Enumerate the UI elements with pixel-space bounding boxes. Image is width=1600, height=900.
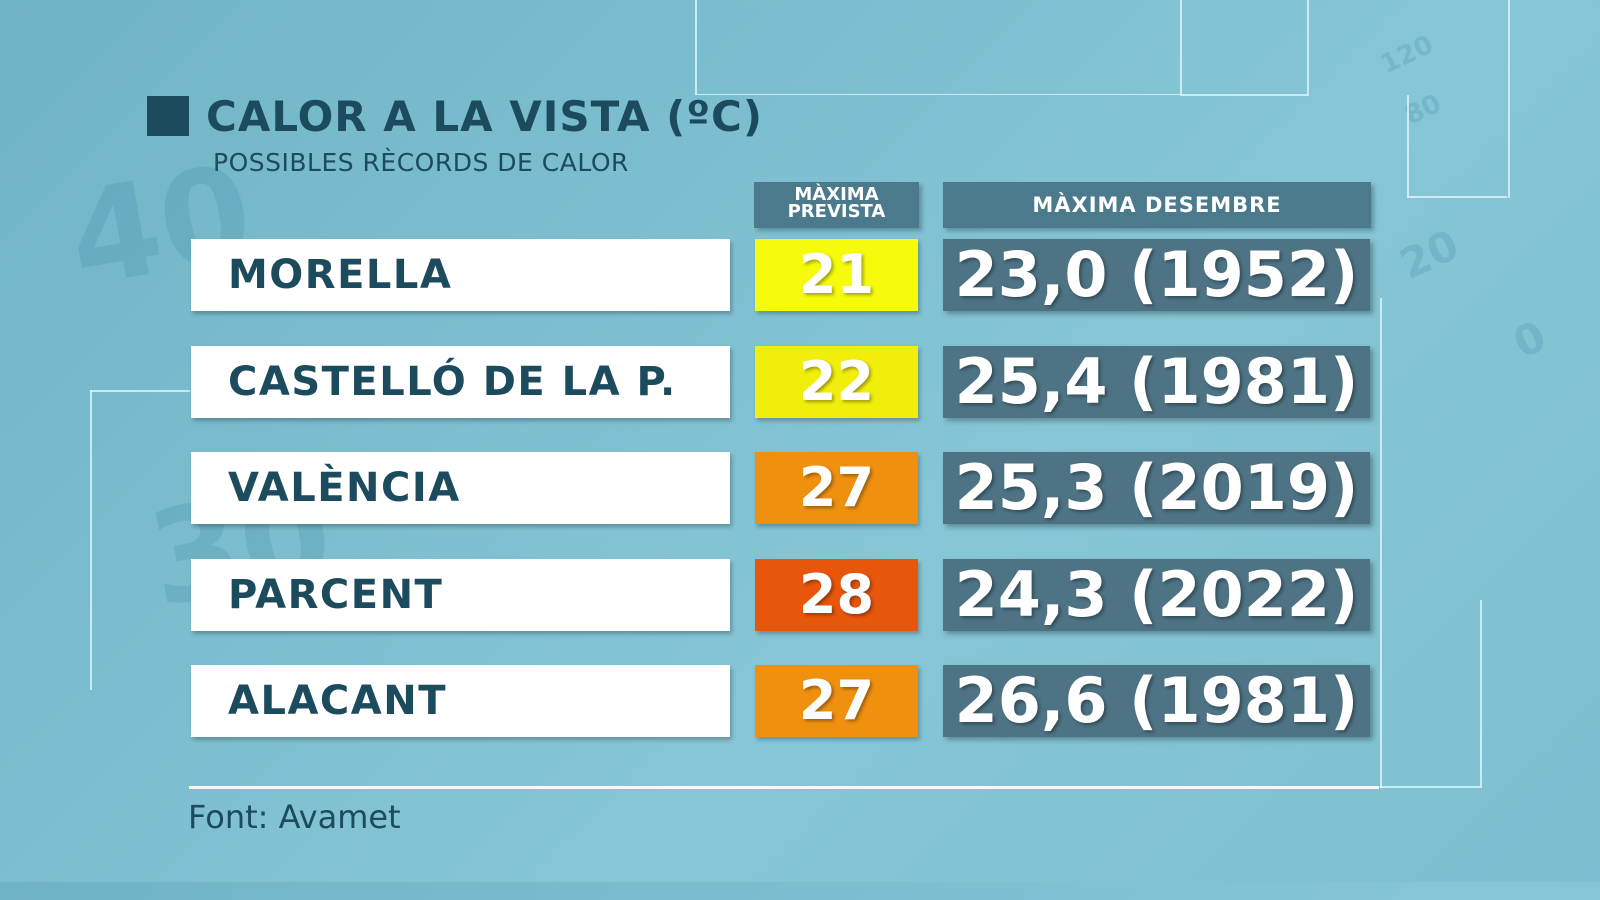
column-header-record: MÀXIMA DESEMBRE [943,182,1371,228]
forecast-value: 27 [755,452,918,524]
grid-line [1180,0,1182,95]
grid-line [1480,600,1482,788]
grid-line [695,0,697,95]
forecast-value: 27 [755,665,918,737]
page-subtitle: POSSIBLES RÈCORDS DE CALOR [213,148,629,177]
table-row: CASTELLÓ DE LA P. 22 25,4 (1981) [0,346,1568,418]
title-square-icon [147,96,189,136]
december-record: 25,3 (2019) [943,452,1370,524]
table-row: PARCENT 28 24,3 (2022) [0,559,1568,631]
location-name: PARCENT [191,559,730,631]
source-label: Font: Avamet [188,798,401,836]
forecast-value: 22 [755,346,918,418]
footer-divider [189,786,1379,789]
table-row: ALACANT 27 26,6 (1981) [0,665,1568,737]
grid-line [1380,786,1480,788]
grid-line [695,94,1180,95]
grid-line [90,390,92,690]
grid-line [1508,0,1510,198]
forecast-value: 28 [755,559,918,631]
location-name: CASTELLÓ DE LA P. [191,346,730,418]
december-record: 24,3 (2022) [943,559,1370,631]
forecast-value: 21 [755,239,918,311]
ghost-number-120: 120 [1376,29,1439,81]
grid-line [1180,94,1307,96]
grid-line [90,390,190,392]
grid-line [1407,196,1507,198]
table-row: MORELLA 21 23,0 (1952) [0,239,1568,311]
location-name: MORELLA [191,239,730,311]
grid-line [1407,95,1409,197]
december-record: 25,4 (1981) [943,346,1370,418]
table-row: VALÈNCIA 27 25,3 (2019) [0,452,1568,524]
location-name: ALACANT [191,665,730,737]
grid-line [1380,298,1382,788]
column-header-forecast-line1: MÀXIMA [794,184,879,205]
december-record: 26,6 (1981) [943,665,1370,737]
column-header-forecast-line2: PREVISTA [787,201,886,222]
grid-line [1307,0,1309,96]
page-title: CALOR A LA VISTA (ºC) [206,92,764,141]
december-record: 23,0 (1952) [943,239,1370,311]
location-name: VALÈNCIA [191,452,730,524]
column-header-forecast: MÀXIMA PREVISTA [754,182,919,228]
